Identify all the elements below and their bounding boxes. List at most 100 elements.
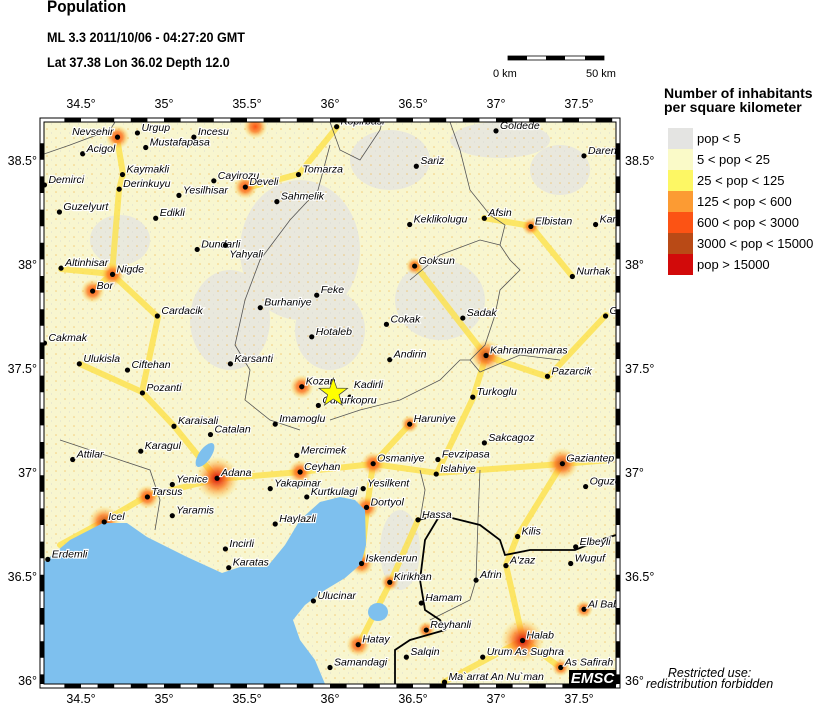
city-marker[interactable]: A'zaz — [503, 553, 537, 569]
city-marker[interactable]: Pozanti — [139, 381, 183, 396]
city-marker[interactable]: Kahramanmaras — [483, 343, 570, 359]
city-marker[interactable]: Feke — [314, 283, 345, 298]
city-marker[interactable]: Sadak — [460, 306, 498, 321]
city-marker[interactable]: Elbeyli — [573, 535, 612, 550]
city-marker[interactable]: Ceyhan — [297, 460, 342, 475]
city-marker[interactable]: Ma`arrat An Nu`man — [441, 670, 545, 685]
city-marker[interactable]: Yesilhisar — [176, 183, 229, 198]
city-marker[interactable]: Yenice — [169, 472, 209, 488]
city-marker[interactable]: Golbasi — [602, 304, 646, 319]
city-marker[interactable]: Yaramis — [169, 504, 216, 519]
city-marker[interactable]: Mercimek — [294, 443, 348, 458]
city-marker[interactable]: Guzelyurt — [56, 200, 111, 215]
city-marker[interactable]: Goldede — [493, 120, 541, 134]
city-marker[interactable]: Cokak — [383, 312, 422, 327]
city-marker[interactable]: Attilar — [70, 447, 105, 463]
city-marker[interactable]: Bor — [90, 279, 115, 294]
city-marker[interactable]: Kilis — [514, 524, 543, 540]
city-marker[interactable]: Acigol — [80, 142, 117, 157]
city-marker[interactable]: Haruniye — [407, 412, 457, 427]
city-marker[interactable]: Kadirli — [347, 378, 385, 400]
city-marker[interactable]: Islahiye — [433, 462, 477, 477]
epicenter-star-icon[interactable] — [318, 376, 349, 406]
city-marker[interactable]: Dundarli — [194, 237, 242, 253]
city-marker[interactable]: Keklikolugu — [407, 212, 469, 228]
city-marker[interactable]: Hassa — [415, 508, 453, 523]
city-marker[interactable]: Pazarcik — [544, 364, 594, 379]
city-marker[interactable]: Elbistan — [528, 214, 573, 230]
city-marker[interactable]: Gaziantep — [559, 452, 616, 467]
city-marker[interactable]: Sakcagoz — [481, 431, 536, 446]
city-marker[interactable]: Ulukisla — [76, 352, 121, 367]
city-marker[interactable]: Ciftehan — [124, 358, 172, 373]
city-marker[interactable]: Karaisali — [171, 414, 220, 429]
city-marker[interactable]: Turkoglu — [470, 385, 518, 400]
city-dot-icon — [134, 130, 141, 136]
city-marker[interactable]: Haylazli — [272, 512, 318, 527]
city-marker[interactable]: Ulucinar — [310, 589, 358, 604]
city-marker[interactable]: Nevsehir — [71, 125, 121, 140]
city-marker[interactable]: Mustafapasa — [143, 135, 211, 151]
city-marker[interactable]: Imamoglu — [272, 412, 327, 427]
city-marker[interactable]: Derinkuyu — [116, 177, 172, 192]
city-marker[interactable]: Andirin — [387, 348, 428, 363]
city-marker[interactable]: Kopirbasi — [334, 116, 386, 130]
city-marker[interactable]: Afsin — [481, 206, 513, 221]
city-marker[interactable]: Urum As Sughra — [480, 645, 565, 660]
city-marker[interactable]: Cakmak — [42, 331, 89, 346]
city-marker[interactable]: Wuguf — [568, 551, 607, 567]
city-marker[interactable]: Fevzipasa — [435, 447, 491, 463]
city-marker[interactable]: Cardacik — [154, 304, 205, 319]
city-marker[interactable]: Samandagi — [327, 655, 389, 671]
city-marker[interactable]: Urgup — [134, 122, 171, 136]
city-marker[interactable]: Afrin — [473, 568, 503, 583]
city-marker[interactable]: Karagul — [138, 439, 183, 454]
city-marker[interactable]: Demirci — [42, 173, 86, 188]
city-marker[interactable]: Hotaleb — [309, 325, 353, 340]
city-marker[interactable]: Goksun — [412, 254, 456, 269]
city-marker[interactable]: Kaymakli — [119, 162, 171, 178]
city-marker[interactable]: Kangal — [593, 212, 633, 228]
city-marker[interactable]: Karatas — [226, 556, 271, 571]
city-marker[interactable]: Hamam — [418, 591, 463, 606]
city-marker[interactable]: Nigde — [109, 262, 145, 277]
city-marker[interactable]: Osmaniye — [370, 452, 426, 467]
city-marker[interactable]: Incirli — [222, 537, 256, 552]
city-marker[interactable]: Icel — [101, 510, 126, 525]
city-marker[interactable]: Darende — [581, 144, 628, 159]
city-marker[interactable]: Kurtkulagi — [304, 485, 359, 500]
city-marker[interactable]: Tarsus — [144, 485, 184, 500]
city-marker[interactable]: Burhaniye — [257, 296, 313, 311]
city-marker[interactable]: Kirikhan — [387, 570, 433, 585]
city-marker[interactable]: Sahmelik — [274, 190, 326, 205]
city-marker[interactable]: Develi — [242, 175, 280, 190]
city-marker[interactable]: Dortyol — [363, 495, 406, 510]
city-label: Kaymakli — [127, 164, 170, 176]
city-marker[interactable]: Nurhak — [569, 264, 612, 280]
city-dot-icon — [480, 654, 486, 660]
city-marker[interactable]: Altinhisar — [58, 256, 110, 271]
city-marker[interactable]: Yakapinar — [267, 477, 322, 492]
city-marker[interactable]: Incesu — [191, 125, 230, 140]
city-marker[interactable]: Sariz — [413, 154, 446, 169]
city-marker[interactable]: Reyhanli — [423, 618, 473, 633]
city-marker[interactable]: Hatay — [355, 633, 391, 648]
city-marker[interactable]: Karsanti — [227, 352, 275, 367]
city-marker[interactable]: Edikli — [153, 206, 187, 221]
city-marker[interactable]: Salqin — [403, 645, 441, 660]
city-marker[interactable]: Al Bab — [581, 597, 619, 612]
city-marker[interactable]: Halab — [519, 628, 555, 644]
city-marker[interactable]: Kozan — [299, 375, 337, 390]
city-marker[interactable]: Catalan — [207, 422, 252, 438]
city-marker[interactable]: Erdemli — [45, 547, 89, 562]
city-marker[interactable]: Yesilkent — [360, 477, 411, 492]
city-marker[interactable]: Yahyali — [222, 242, 265, 261]
city-marker[interactable]: Cayirozu — [211, 169, 260, 184]
city-marker[interactable]: Oguzeli — [583, 474, 626, 490]
city-marker[interactable]: Iskenderun — [358, 551, 419, 567]
city-marker[interactable]: Cukurkopru — [315, 393, 378, 409]
city-marker[interactable]: Tomarza — [295, 162, 344, 178]
city-marker[interactable]: As Safirah — [558, 655, 614, 671]
city-marker[interactable]: Adana — [214, 466, 253, 481]
